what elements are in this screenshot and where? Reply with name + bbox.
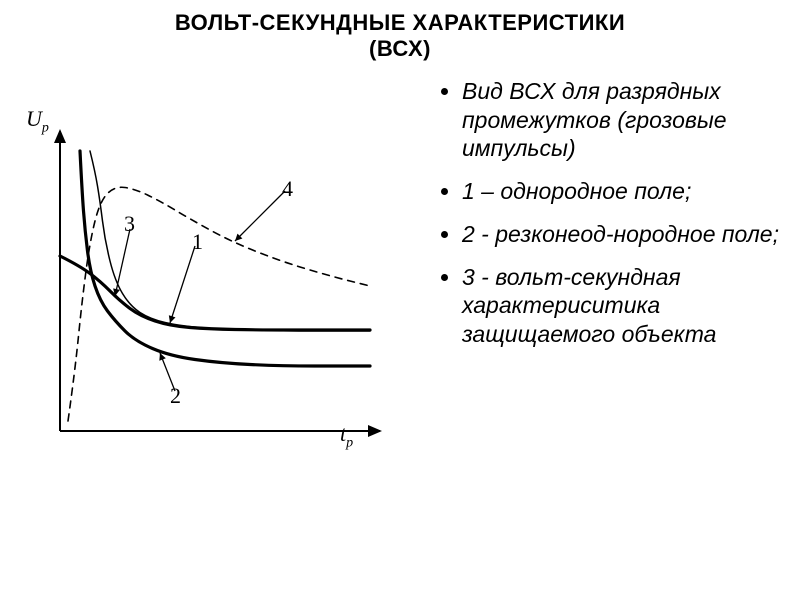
content-row: Uр tр 1 2 3 4 Вид ВСХ для разрядных пром… [20,71,780,580]
bullet-list-region: Вид ВСХ для разрядных промежутков (грозо… [420,71,780,580]
chart-svg [20,101,400,461]
y-axis-label-sub: р [42,120,49,135]
curve-label-3: 3 [124,211,135,237]
y-axis-label-main: U [26,106,42,131]
chart-column: Uр tр 1 2 3 4 [20,71,420,580]
curve-label-2: 2 [170,383,181,409]
page-root: ВОЛЬТ-СЕКУНДНЫЕ ХАРАКТЕРИСТИКИ (ВСХ) Uр … [0,0,800,600]
callout-line-l4 [235,191,285,241]
title-line-1: ВОЛЬТ-СЕКУНДНЫЕ ХАРАКТЕРИСТИКИ [175,10,625,35]
page-title: ВОЛЬТ-СЕКУНДНЫЕ ХАРАКТЕРИСТИКИ (ВСХ) [20,10,780,63]
callout-line-l3 [115,229,130,296]
x-axis-label-sub: р [346,435,353,450]
x-axis-label: tр [340,421,353,451]
list-item: 1 – однородное поле; [462,177,780,206]
curve-c3 [60,256,370,330]
list-item: 3 - вольт-секундная характериситика защи… [462,263,780,349]
y-axis-label: Uр [26,106,49,136]
curve-c4 [68,187,370,421]
curve-label-1: 1 [192,229,203,255]
bullet-list: Вид ВСХ для разрядных промежутков (грозо… [438,77,780,349]
list-item: Вид ВСХ для разрядных промежутков (грозо… [462,77,780,163]
volt-second-chart: Uр tр 1 2 3 4 [20,101,400,461]
callout-line-l1 [170,246,195,323]
title-line-2: (ВСХ) [369,36,431,61]
list-item: 2 - резконеод-нородное поле; [462,220,780,249]
curve-label-4: 4 [282,176,293,202]
